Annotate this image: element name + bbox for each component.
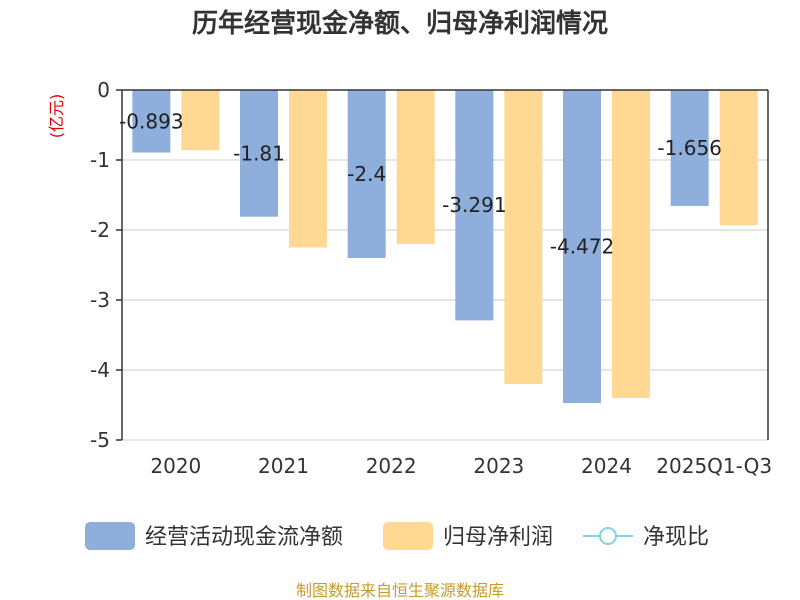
x-tick-label: 2024 [581,454,632,478]
legend[interactable]: 经营活动现金流净额 归母净利润 净现比 [85,522,709,550]
bar-net-profit [396,90,435,244]
bar-operating-cash-flow [563,90,601,404]
bars [132,90,758,404]
legend-swatch [85,522,135,550]
tick-labels: 0 -1 -2 -3 -4 -5 2020 2021 2022 2023 2024 2025Q1-Q3 [90,78,772,478]
bar-operating-cash-flow [455,90,494,321]
legend-item[interactable]: 归母净利润 [383,522,553,550]
data-label: -4.472 [550,235,614,259]
chart-title: 历年经营现金净额、归母净利润情况 [192,8,608,39]
y-axis-unit-label: (亿元) [47,94,66,139]
source-note: 制图数据来自恒生聚源数据库 [296,581,504,600]
y-tick-label: -5 [90,428,110,452]
bar-net-profit [719,90,758,226]
y-tick-label: -4 [90,358,110,382]
y-tick-label: 0 [97,78,110,102]
legend-marker [599,527,617,545]
grid-lines [122,159,768,441]
x-tick-label: 2023 [473,454,524,478]
y-tick-label: -2 [90,218,110,242]
bar-operating-cash-flow [240,90,278,217]
legend-label: 经营活动现金流净额 [145,525,343,550]
data-label: -2.4 [347,162,386,186]
bar-net-profit [504,90,543,384]
data-labels: -0.893 -1.81 -2.4 -3.291 -4.472 -1.656 [119,109,722,258]
legend-item[interactable]: 经营活动现金流净额 [85,522,343,550]
bar-net-profit [612,90,650,398]
bar-operating-cash-flow [670,90,709,206]
bar-net-profit [289,90,327,248]
legend-label: 净现比 [643,525,709,550]
bar-operating-cash-flow [347,90,386,258]
data-label: -0.893 [119,109,183,133]
bar-net-profit [181,90,220,151]
y-tick-label: -3 [90,288,110,312]
y-tick-label: -1 [90,148,110,172]
x-tick-label: 2022 [366,454,417,478]
legend-swatch [383,522,433,550]
axes [116,89,769,441]
data-label: -1.81 [233,141,285,165]
data-label: -3.291 [442,193,506,217]
x-tick-label: 2021 [258,454,309,478]
legend-item[interactable]: 净现比 [583,525,709,550]
data-label: -1.656 [657,136,721,160]
x-tick-label: 2025Q1-Q3 [656,454,772,478]
x-tick-label: 2020 [150,454,201,478]
bar-operating-cash-flow [132,90,171,153]
legend-label: 归母净利润 [443,525,553,550]
